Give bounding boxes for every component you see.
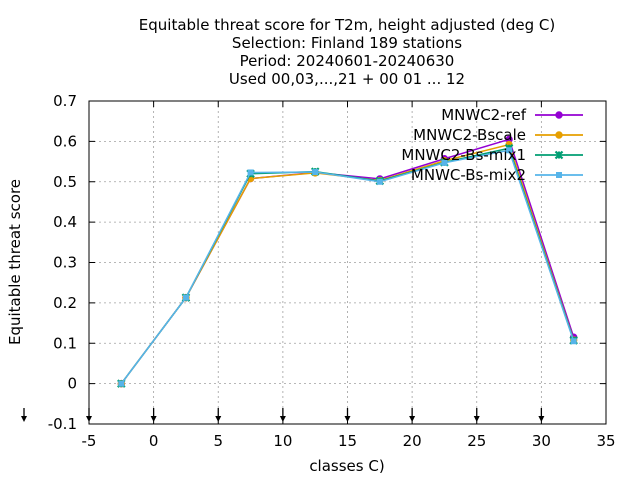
x-tick-label: -5 bbox=[82, 432, 97, 450]
arrow-marker-head bbox=[215, 416, 222, 422]
legend-entry: MNWC2-ref bbox=[441, 106, 583, 124]
x-tick-label: 10 bbox=[273, 432, 292, 450]
data-point bbox=[441, 159, 448, 166]
legend-label: MNWC-Bs-mix2 bbox=[411, 166, 526, 184]
y-tick-label: 0.7 bbox=[53, 92, 77, 110]
legend-label: MNWC2-ref bbox=[441, 106, 526, 124]
y-tick-label: 0.1 bbox=[53, 334, 77, 352]
legend: MNWC2-ref MNWC2-Bscale MNWC2-Bs-mix1 MNWC-B… bbox=[401, 106, 583, 184]
chart-title: Equitable threat score for T2m, height a… bbox=[139, 16, 555, 88]
y-axis-label: Equitable threat score bbox=[6, 179, 24, 345]
legend-label: MNWC2-Bs-mix1 bbox=[401, 146, 526, 164]
series-line bbox=[120, 149, 575, 385]
x-tick-label: 0 bbox=[149, 432, 159, 450]
arrow-marker-head bbox=[86, 416, 92, 422]
arrow-marker-head bbox=[21, 416, 27, 422]
data-point bbox=[376, 178, 383, 185]
data-point bbox=[182, 294, 189, 301]
legend-entry: MNWC2-Bs-mix1 bbox=[401, 146, 583, 164]
x-tick-label: 15 bbox=[338, 432, 357, 450]
x-tick-label: 20 bbox=[403, 432, 422, 450]
arrow-marker-head bbox=[409, 416, 416, 422]
x-tick-label: 5 bbox=[213, 432, 223, 450]
legend-entry: MNWC-Bs-mix2 bbox=[411, 166, 583, 184]
arrow-marker-head bbox=[279, 416, 286, 422]
chart-title-line: Equitable threat score for T2m, height a… bbox=[139, 16, 555, 34]
chart-title-line: Selection: Finland 189 stations bbox=[232, 34, 462, 52]
data-point bbox=[247, 169, 254, 176]
legend-marker bbox=[555, 111, 563, 119]
y-tick-label: 0.3 bbox=[53, 254, 77, 272]
y-tick-label: 0.6 bbox=[53, 132, 77, 150]
data-point bbox=[312, 169, 319, 176]
data-point bbox=[506, 147, 513, 154]
legend-marker bbox=[556, 172, 562, 178]
grid bbox=[89, 101, 606, 424]
arrow-marker-head bbox=[538, 416, 545, 422]
x-tick-label: 25 bbox=[467, 432, 486, 450]
series-lines bbox=[117, 135, 578, 388]
x-tick-label: 35 bbox=[596, 432, 615, 450]
chart-title-line: Period: 20240601-20240630 bbox=[240, 52, 455, 70]
data-point bbox=[570, 338, 577, 345]
chart-title-line: Used 00,03,...,21 + 00 01 ... 12 bbox=[229, 70, 465, 88]
y-tick-label: 0.2 bbox=[53, 294, 77, 312]
arrow-marker-head bbox=[344, 416, 351, 422]
data-point bbox=[118, 380, 125, 387]
legend-marker bbox=[554, 150, 564, 160]
x-tick-label: 30 bbox=[532, 432, 551, 450]
arrow-markers bbox=[21, 408, 545, 422]
x-axis-label: classes C) bbox=[309, 457, 384, 475]
legend-label: MNWC2-Bscale bbox=[413, 126, 526, 144]
arrow-marker-head bbox=[150, 416, 157, 422]
legend-entry: MNWC2-Bscale bbox=[413, 126, 583, 144]
y-tick-label: 0 bbox=[67, 375, 77, 393]
y-tick-label: 0.5 bbox=[53, 173, 77, 191]
y-tick-label: -0.1 bbox=[48, 415, 77, 433]
axis-ticks: -5 0 5 10 15 20 25 30 35 -0.1 0 0.1 0.2 0.3 0.4 0.5 0.6 0… bbox=[48, 92, 616, 450]
series-mnwc-bs-mix2 bbox=[118, 147, 577, 387]
y-tick-label: 0.4 bbox=[53, 213, 77, 231]
arrow-marker-head bbox=[473, 416, 480, 422]
legend-marker bbox=[555, 131, 563, 139]
